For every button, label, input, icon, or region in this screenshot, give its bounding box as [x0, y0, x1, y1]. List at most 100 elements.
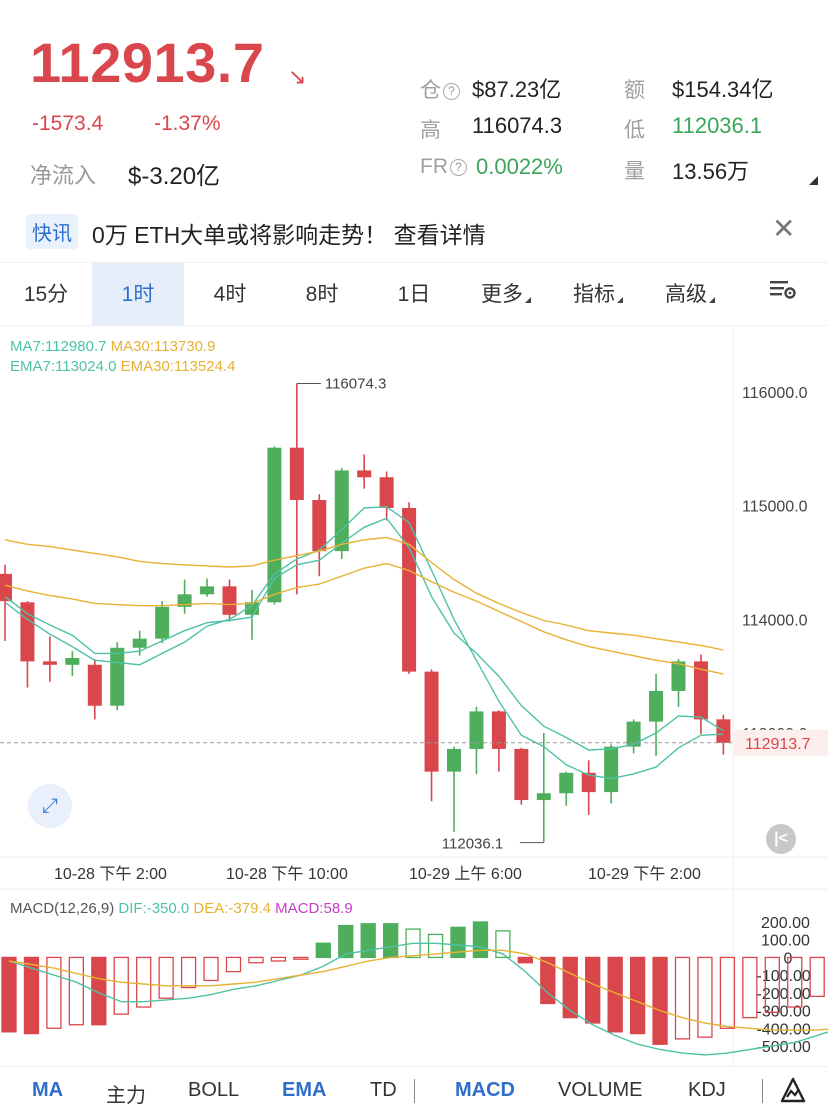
tab-indicators[interactable]: 指标 — [552, 263, 644, 326]
chart-draw-icon[interactable] — [780, 1077, 806, 1109]
macd-bar — [203, 956, 219, 982]
candle-body — [559, 772, 574, 794]
indicator-boll[interactable]: BOLL — [188, 1079, 240, 1101]
tab-15m[interactable]: 15分 — [23, 283, 69, 306]
high-value: 116074.3 — [472, 113, 563, 138]
oi-value: $87.23亿 — [472, 77, 562, 102]
candle-body — [424, 671, 439, 772]
last-price: 112913.7 — [30, 31, 265, 94]
x-tick-label: 10-28 下午 2:00 — [54, 865, 167, 883]
candle-body — [87, 664, 102, 706]
macd-y-tick-label: -200.00 — [757, 986, 811, 1003]
fullscreen-icon[interactable]: ⤢ — [28, 784, 72, 828]
indicator-volume[interactable]: VOLUME — [558, 1079, 643, 1101]
candle-body — [200, 586, 215, 595]
indicator-kdj[interactable]: KDJ — [688, 1079, 726, 1101]
indicator-macd[interactable]: MACD — [455, 1079, 515, 1101]
candle-body — [469, 711, 484, 749]
down-arrow-icon: ↘ — [288, 64, 307, 89]
macd-bar — [23, 956, 40, 1035]
macd-bar — [427, 933, 444, 959]
expand-corner-icon[interactable] — [809, 176, 818, 185]
tab-1h[interactable]: 1时 — [92, 263, 184, 326]
candle-body — [357, 470, 372, 478]
macd-bar — [652, 956, 668, 1045]
tab-1d[interactable]: 1日 — [397, 283, 431, 306]
last-price-tag: 112913.7 — [745, 736, 811, 753]
ema30-legend: EMA30:113524.4 — [120, 358, 236, 375]
macd-bar — [450, 926, 466, 959]
macd-bar — [562, 956, 578, 1019]
change-abs: -1573.4 — [32, 112, 104, 135]
candle-body — [20, 602, 35, 662]
macd-bar — [158, 956, 174, 999]
volume-value: 13.56万 — [672, 159, 750, 184]
candle-body — [42, 661, 57, 665]
macd-legend: MACD(12,26,9) DIF:-350.0 DEA:-379.4 MACD… — [10, 900, 353, 917]
macd-bar — [787, 956, 803, 1008]
indicator-bar: MA 主力 BOLL EMA TD MACD VOLUME KDJ — [0, 1066, 828, 1114]
macd-bar — [809, 956, 825, 998]
oi-label[interactable]: 仓? — [420, 74, 460, 104]
news-text[interactable]: 0万 ETH大单或将影响走势！ 查看详情 — [92, 222, 486, 248]
indicator-main-force[interactable]: 主力 — [106, 1085, 146, 1107]
separator — [762, 1079, 763, 1103]
change-pct: -1.37% — [154, 112, 221, 135]
fr-label[interactable]: FR? — [420, 155, 467, 179]
dea-line — [8, 949, 828, 1031]
candle-body — [581, 772, 596, 793]
macd-bar — [585, 956, 601, 1024]
candle-body — [536, 793, 551, 801]
indicator-ema[interactable]: EMA — [282, 1079, 327, 1101]
y-tick-label: 115000.0 — [742, 499, 808, 516]
macd-bar — [382, 923, 399, 959]
macd-bar — [540, 956, 556, 1005]
separator — [414, 1079, 415, 1103]
candle-body — [334, 470, 349, 552]
last-price-tag-bg — [734, 729, 828, 756]
macd-bar — [248, 956, 264, 964]
help-icon[interactable]: ? — [450, 159, 467, 176]
macd-y-tick-label: -100.00 — [757, 968, 811, 985]
ema7-line — [4, 517, 724, 751]
candle-body — [267, 447, 282, 603]
tab-advanced[interactable]: 高级 — [644, 263, 736, 326]
indicator-ma[interactable]: MA — [32, 1079, 64, 1101]
macd-bar — [629, 956, 646, 1035]
candle-body — [65, 657, 80, 665]
candle-body — [491, 711, 506, 749]
scroll-to-latest-icon[interactable]: |< — [766, 824, 796, 854]
tab-more[interactable]: 更多 — [460, 263, 552, 326]
candle-body — [671, 661, 686, 691]
candle-body — [447, 748, 461, 772]
fr-value: 0.0022% — [476, 154, 563, 179]
x-tick-label: 10-29 上午 6:00 — [409, 865, 522, 883]
tab-8h[interactable]: 8时 — [305, 283, 339, 306]
dif-line — [8, 942, 828, 1056]
chart-settings-icon[interactable] — [748, 263, 818, 326]
candle-body — [177, 594, 192, 607]
macd-value-legend: MACD:58.9 — [275, 900, 353, 917]
candle-body — [649, 690, 664, 722]
candle-body — [514, 748, 529, 801]
close-icon[interactable]: ✕ — [772, 213, 796, 244]
y-tick-label: 116000.0 — [742, 385, 808, 402]
macd-bar — [495, 930, 511, 959]
x-tick-label: 10-29 下午 2:00 — [588, 865, 701, 883]
macd-bar — [91, 956, 107, 1026]
ema7-legend: EMA7:113024.0 — [10, 358, 117, 375]
candle-body — [222, 586, 237, 615]
macd-bar — [1, 956, 17, 1033]
tab-4h[interactable]: 4时 — [213, 283, 247, 306]
indicator-td[interactable]: TD — [370, 1079, 397, 1101]
help-icon[interactable]: ? — [443, 83, 460, 100]
ema-legend: EMA7:113024.0 EMA30:113524.4 — [10, 358, 235, 375]
macd-bar — [472, 921, 489, 959]
macd-bar — [46, 956, 62, 1029]
y-tick-label: 114000.0 — [742, 612, 808, 629]
low-label: 低 — [624, 119, 645, 142]
news-banner[interactable]: 快讯 0万 ETH大单或将影响走势！ 查看详情 ✕ — [0, 206, 828, 252]
candle-body — [0, 573, 12, 602]
macd-bar — [517, 956, 533, 964]
